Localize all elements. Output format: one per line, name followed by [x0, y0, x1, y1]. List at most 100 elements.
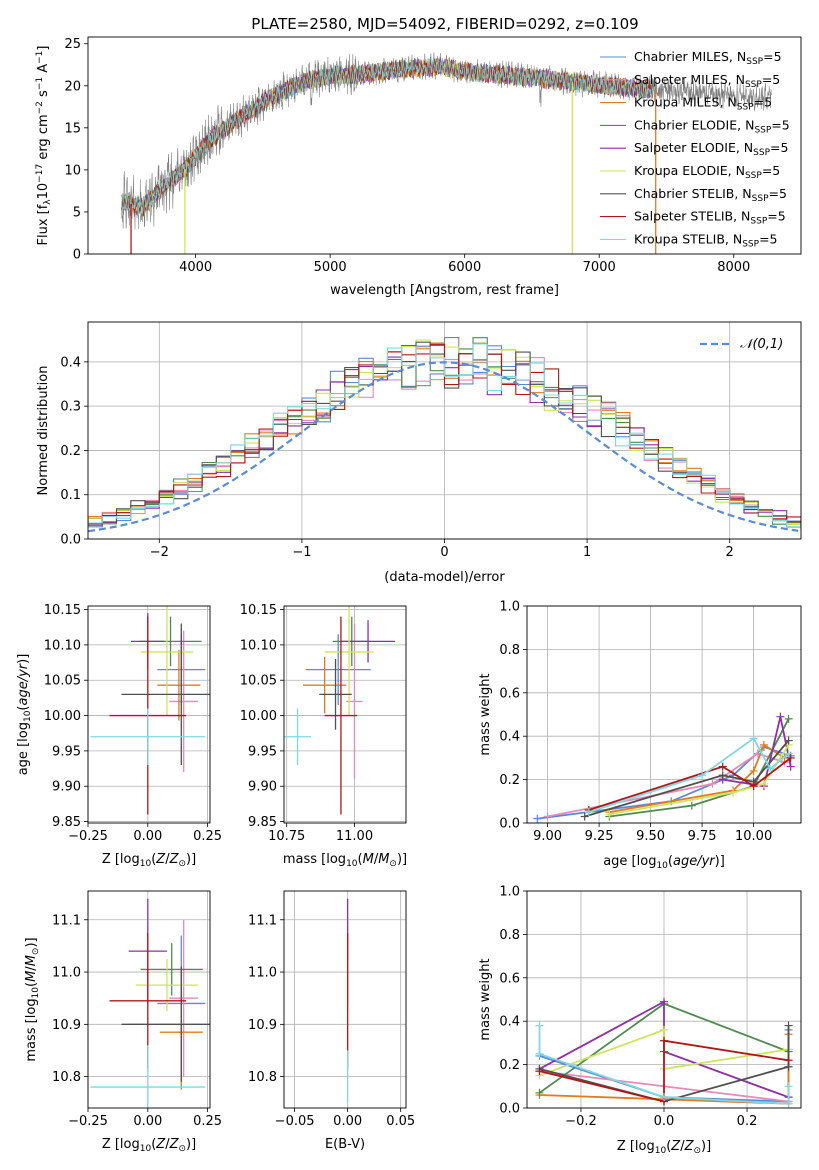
x-tick-label: 0.00	[133, 1114, 162, 1129]
age-vs-mass-axes-frame	[283, 605, 407, 824]
x-tick-label: 2	[726, 545, 734, 560]
spectrum-legend: Chabrier MILES, NSSP=5 Salpeter MILES, NS…	[600, 49, 790, 249]
point-marker	[766, 764, 775, 773]
weight-vs-z-axes-ticks: −0.2 0.0 0.2 0.0 0.2 0.4 0.6 0.8 1.0	[499, 885, 757, 1130]
age-vs-z-axes-plot-area	[90, 606, 210, 815]
y-axis-label: Flux [fλ10−17 erg cm−2 s−1 A−1]	[35, 46, 53, 246]
point-marker	[784, 714, 793, 723]
y-tick-label: 9.90	[52, 780, 81, 795]
x-tick-label: 8000	[717, 260, 750, 275]
y-tick-label: 10	[64, 163, 81, 178]
y-tick-label: 0.8	[499, 643, 520, 658]
y-tick-label: 10.00	[44, 709, 81, 724]
y-tick-label: 0.4	[60, 355, 81, 370]
x-tick-label: 1	[583, 545, 591, 560]
x-tick-label: 0.25	[193, 1114, 222, 1129]
x-axis-label: Z [log10(Z/Z⊙)]	[617, 1139, 711, 1156]
x-tick-label: 10.00	[735, 829, 772, 844]
point-marker	[776, 712, 785, 721]
point-marker	[535, 1067, 544, 1076]
weight-vs-age-axes-plot-area	[533, 712, 795, 823]
y-tick-label: 9.95	[52, 744, 81, 759]
point-marker	[729, 788, 738, 797]
legend-label: Chabrier ELODIE, NSSP=5	[634, 117, 790, 135]
mass-vs-ebv-axes-frame	[283, 890, 407, 1109]
y-tick-label: 25	[64, 37, 81, 52]
legend-label: Kroupa MILES, NSSP=5	[634, 95, 772, 113]
spectrum-axes-frame	[87, 36, 802, 255]
y-axis-label: mass weight	[478, 673, 493, 755]
y-tick-label: 10.10	[44, 638, 81, 653]
legend-label: Salpeter ELODIE, NSSP=5	[634, 140, 788, 158]
histogram-series	[88, 344, 801, 528]
age-vs-z-axes-frame	[87, 605, 211, 824]
point-marker	[759, 779, 768, 788]
x-tick-label: −2	[150, 545, 169, 560]
mass-vs-ebv-axes-grid	[284, 891, 406, 1108]
point-marker	[660, 1036, 668, 1045]
point-marker	[749, 766, 758, 775]
legend-label: Chabrier MILES, NSSP=5	[634, 49, 782, 67]
y-tick-label: 11.0	[52, 966, 81, 981]
legend-label: Salpeter STELIB, NSSP=5	[634, 209, 786, 227]
y-tick-label: 10.10	[240, 638, 277, 653]
histogram-legend: 𝒩(0,1)	[700, 337, 783, 352]
weight-vs-z-axes-plot-area	[535, 997, 793, 1108]
x-axis-label: (data-model)/error	[384, 570, 505, 585]
y-tick-label: 0.1	[60, 488, 81, 503]
x-tick-label: 0.00	[133, 829, 162, 844]
point-marker	[687, 801, 696, 810]
y-tick-label: 10.00	[240, 709, 277, 724]
y-tick-label: 10.9	[248, 1018, 277, 1033]
age-vs-z-axes-grid	[87, 606, 210, 823]
y-tick-label: 0.2	[499, 1058, 520, 1073]
point-marker	[718, 762, 727, 771]
y-tick-label: 10.15	[240, 603, 277, 618]
model-spectrum-line	[121, 57, 654, 217]
x-tick-label: 0.00	[333, 1114, 362, 1129]
y-tick-label: 0.4	[499, 730, 520, 745]
mass-vs-z-axes: −0.25 0.00 0.25 10.8 10.9 11.0 11.1 Z [log10(Z/…	[24, 890, 222, 1154]
mass-vs-ebv-axes: −0.05 0.00 0.05 10.8 10.9 11.0 11.1 E(B-V)	[248, 890, 415, 1152]
age-vs-mass-axes-plot-area	[284, 606, 396, 815]
mass-vs-ebv-axes-ticks: −0.05 0.00 0.05 10.8 10.9 11.0 11.1	[248, 913, 415, 1129]
x-tick-label: −0.25	[68, 829, 108, 844]
point-marker	[660, 997, 668, 1006]
y-tick-label: 10.05	[44, 674, 81, 689]
x-tick-label: 0.05	[386, 1114, 415, 1129]
x-tick-label: 9.00	[533, 829, 562, 844]
point-marker	[786, 762, 795, 771]
point-marker	[535, 1021, 544, 1030]
histogram-axes: −2 −1 0 1 2 0.0 0.1 0.2 0.3 0.4 𝒩(0,1) (data-model)…	[36, 321, 802, 585]
point-marker	[759, 740, 768, 749]
x-tick-label: 0.2	[737, 1114, 758, 1129]
histogram-axes-ticks: −2 −1 0 1 2 0.0 0.1 0.2 0.3 0.4	[60, 355, 734, 560]
series-line	[588, 757, 792, 811]
point-marker	[708, 779, 717, 788]
x-tick-label: 0	[440, 545, 448, 560]
point-marker	[784, 749, 793, 758]
mass-vs-z-axes-grid	[87, 891, 210, 1108]
weight-vs-age-axes-grid	[527, 605, 801, 824]
legend-label: Salpeter MILES, NSSP=5	[634, 72, 780, 90]
y-tick-label: 0.4	[499, 1015, 520, 1030]
spectrum-axes-ticks: 4000 5000 6000 7000 8000 0 5 10 15 20 25	[64, 37, 750, 275]
series-line	[539, 1025, 790, 1103]
y-tick-label: 9.95	[248, 744, 277, 759]
y-tick-label: 0.6	[499, 686, 520, 701]
point-marker	[784, 1056, 793, 1065]
weight-vs-age-axes-ticks: 9.00 9.25 9.50 9.75 10.00 0.0 0.2 0.4 0.6 0.8 1.0	[499, 600, 772, 845]
x-tick-label: 4000	[179, 260, 212, 275]
legend-label: Chabrier STELIB, NSSP=5	[634, 186, 787, 204]
x-axis-label: age [log10(age/yr)]	[603, 854, 725, 871]
x-tick-label: 7000	[583, 260, 616, 275]
x-tick-label: 10.75	[268, 829, 305, 844]
legend-label: 𝒩(0,1)	[740, 337, 783, 352]
point-marker	[749, 782, 758, 791]
y-tick-label: 9.90	[248, 780, 277, 795]
x-tick-label: −0.2	[565, 1114, 597, 1129]
y-tick-label: 0.0	[60, 533, 81, 548]
x-tick-label: 0.25	[193, 829, 222, 844]
y-tick-label: 20	[64, 79, 81, 94]
figure-title: PLATE=2580, MJD=54092, FIBERID=0292, z=0…	[251, 15, 638, 33]
